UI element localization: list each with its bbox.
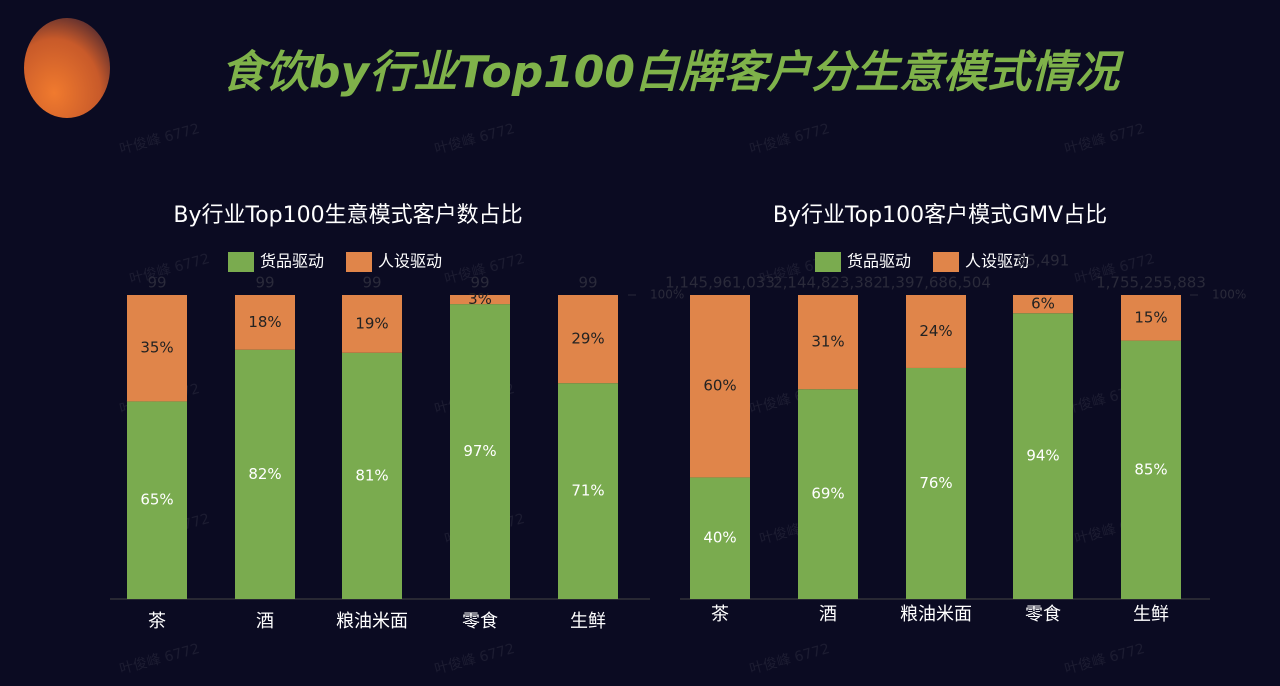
chart-title: By行业Top100客户模式GMV占比: [773, 203, 1107, 228]
category-label: 零食: [462, 611, 498, 632]
data-label: 81%: [355, 466, 388, 484]
total-label: 99: [362, 274, 381, 292]
bar-segment: [558, 295, 618, 384]
total-label: 99: [255, 274, 274, 292]
total-label: 2,144,823,382: [773, 274, 883, 292]
bar-segment: [450, 295, 510, 305]
total-label: 1,145,961,033: [665, 274, 775, 292]
total-label: 99: [470, 274, 489, 292]
bar-segment: [1121, 295, 1181, 341]
legend-swatch: [228, 252, 254, 272]
bar-segment: [127, 295, 187, 402]
bar-segment: [558, 383, 618, 599]
data-label: 94%: [1026, 447, 1059, 465]
category-label: 生鲜: [570, 611, 606, 632]
bar-segment: [906, 295, 966, 368]
reference-label: 100%: [1212, 288, 1246, 302]
total-label: 1,397,686,504: [881, 274, 991, 292]
data-label: 29%: [571, 330, 604, 348]
category-label: 粮油米面: [336, 611, 408, 632]
bar-segment: [235, 295, 295, 350]
data-label: 82%: [248, 465, 281, 483]
category-label: 茶: [148, 611, 166, 632]
legend-label: 人设驱动: [378, 252, 442, 271]
data-label: 18%: [248, 313, 281, 331]
data-label: 3%: [468, 290, 492, 308]
bar-segment: [127, 401, 187, 599]
category-label: 零食: [1025, 604, 1061, 625]
category-label: 酒: [256, 611, 274, 632]
data-label: 85%: [1134, 460, 1167, 478]
data-label: 19%: [355, 314, 388, 332]
data-label: 35%: [140, 339, 173, 357]
bar-segment: [798, 295, 858, 390]
legend-label: 货品驱动: [847, 252, 911, 271]
chart-title: By行业Top100生意模式客户数占比: [173, 203, 522, 228]
data-label: 69%: [811, 485, 844, 503]
bar-segment: [798, 389, 858, 599]
bar-segment: [1013, 295, 1073, 314]
legend-swatch: [815, 252, 841, 272]
bar-segment: [690, 477, 750, 599]
data-label: 65%: [140, 491, 173, 509]
bar-segment: [1013, 313, 1073, 599]
data-label: 71%: [571, 482, 604, 500]
bar-segment: [342, 352, 402, 599]
total-label: 99: [578, 274, 597, 292]
data-label: 97%: [463, 442, 496, 460]
data-label: 60%: [703, 377, 736, 395]
bar-segment: [342, 295, 402, 353]
data-label: 76%: [919, 474, 952, 492]
legend-swatch: [933, 252, 959, 272]
total-label: 1,755,255,883: [1096, 274, 1206, 292]
category-label: 生鲜: [1133, 604, 1169, 625]
data-label: 40%: [703, 529, 736, 547]
total-label: 95,491: [1017, 252, 1070, 270]
legend-label: 人设驱动: [965, 252, 1029, 271]
data-label: 31%: [811, 333, 844, 351]
bar-segment: [906, 367, 966, 599]
data-label: 15%: [1134, 308, 1167, 326]
total-label: 99: [147, 274, 166, 292]
data-label: 6%: [1031, 295, 1055, 313]
decor-orb: [24, 18, 110, 118]
reference-label: 100%: [650, 288, 684, 302]
category-label: 粮油米面: [900, 604, 972, 625]
legend-swatch: [346, 252, 372, 272]
legend-label: 货品驱动: [260, 252, 324, 271]
data-label: 24%: [919, 322, 952, 340]
category-label: 茶: [711, 604, 729, 625]
bar-segment: [1121, 340, 1181, 599]
bar-segment: [235, 349, 295, 599]
slide-title: 食饮by行业Top100白牌客户分生意模式情况: [221, 47, 1125, 98]
bar-segment: [450, 304, 510, 599]
category-label: 酒: [819, 604, 837, 625]
bar-segment: [690, 295, 750, 478]
